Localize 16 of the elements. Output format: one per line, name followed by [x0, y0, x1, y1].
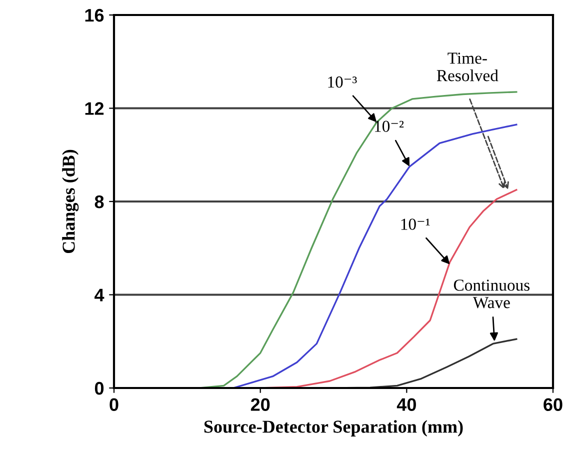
x-tick-label: 40 [396, 398, 416, 411]
x-axis-title: Source-Detector Separation (mm) [204, 420, 463, 436]
y-axis-title: Changes (dB) [62, 150, 79, 254]
x-tick-label: 0 [110, 398, 118, 411]
annotation: 10⁻³ [328, 76, 357, 88]
y-tick-label: 12 [85, 102, 104, 115]
x-tick-label: 60 [544, 398, 562, 411]
y-tick-label: 4 [94, 288, 104, 302]
annotation: Time- Resolved [436, 52, 498, 82]
annotation: Continuous Wave [454, 280, 530, 308]
y-tick-label: 0 [94, 382, 104, 395]
annotation: 10⁻¹ [401, 218, 430, 230]
x-tick-label: 20 [250, 398, 270, 411]
y-tick-label: 8 [94, 195, 104, 208]
annotation: 10⁻² [374, 120, 404, 132]
y-tick-label: 16 [85, 8, 104, 22]
